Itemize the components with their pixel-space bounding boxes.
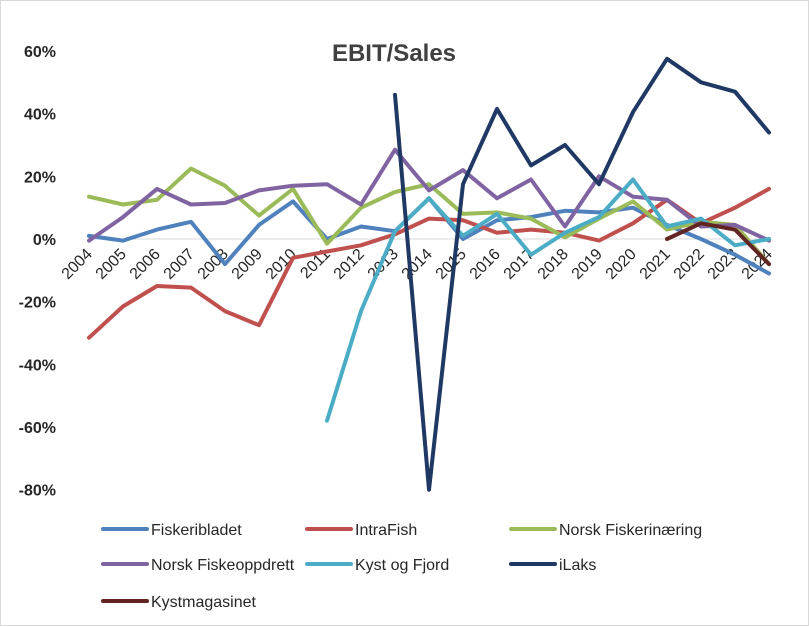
legend-label: IntraFish xyxy=(355,522,417,539)
chart-title: EBIT/Sales xyxy=(332,40,456,67)
series-line-kyst-og-fjord xyxy=(325,177,771,423)
x-tick-label: 2004 xyxy=(59,246,96,283)
legend: Fiskeribladet IntraFish Norsk Fiskerinærin… xyxy=(101,522,702,611)
x-axis: 2004200520062007200820092010201120122013… xyxy=(59,238,776,283)
x-tick-label: 2007 xyxy=(161,246,198,283)
legend-label: Kyst og Fjord xyxy=(355,557,449,574)
x-tick-label: 2019 xyxy=(569,246,606,283)
legend-label: Fiskeribladet xyxy=(151,522,242,539)
x-tick-label: 2021 xyxy=(637,246,674,283)
x-tick-label: 2005 xyxy=(93,246,130,283)
y-tick-label: 40% xyxy=(24,107,56,124)
legend-label: Norsk Fiskerinæring xyxy=(559,522,702,539)
x-tick-label: 2014 xyxy=(399,246,436,283)
y-tick-label: -20% xyxy=(19,295,56,312)
y-axis-ticks: 60% 40% 20% 0% -20% -40% -60% -80% xyxy=(19,44,56,500)
x-tick-label: 2018 xyxy=(535,246,572,283)
series-line-norsk-fiskerin-ring xyxy=(87,166,771,267)
y-tick-label: 0% xyxy=(33,232,56,249)
series-line-ilaks xyxy=(393,56,771,492)
series-lines xyxy=(87,56,771,492)
y-tick-label: -60% xyxy=(19,420,56,437)
x-tick-label: 2017 xyxy=(501,246,538,283)
x-tick-label: 2020 xyxy=(603,246,640,283)
x-tick-label: 2006 xyxy=(127,246,164,283)
series-line-kystmagasinet xyxy=(665,221,771,267)
y-tick-label: -80% xyxy=(19,483,56,500)
legend-label: Kystmagasinet xyxy=(151,594,256,611)
y-tick-label: 60% xyxy=(24,44,56,61)
legend-label: iLaks xyxy=(559,557,596,574)
x-tick-label: 2016 xyxy=(467,246,504,283)
y-tick-label: 20% xyxy=(24,169,56,186)
x-tick-label: 2013 xyxy=(365,246,402,283)
legend-label: Norsk Fiskeoppdrett xyxy=(151,557,295,574)
x-tick-label: 2022 xyxy=(671,246,708,283)
series-line-norsk-fiskeoppdrett xyxy=(87,147,771,243)
y-tick-label: -40% xyxy=(19,357,56,374)
